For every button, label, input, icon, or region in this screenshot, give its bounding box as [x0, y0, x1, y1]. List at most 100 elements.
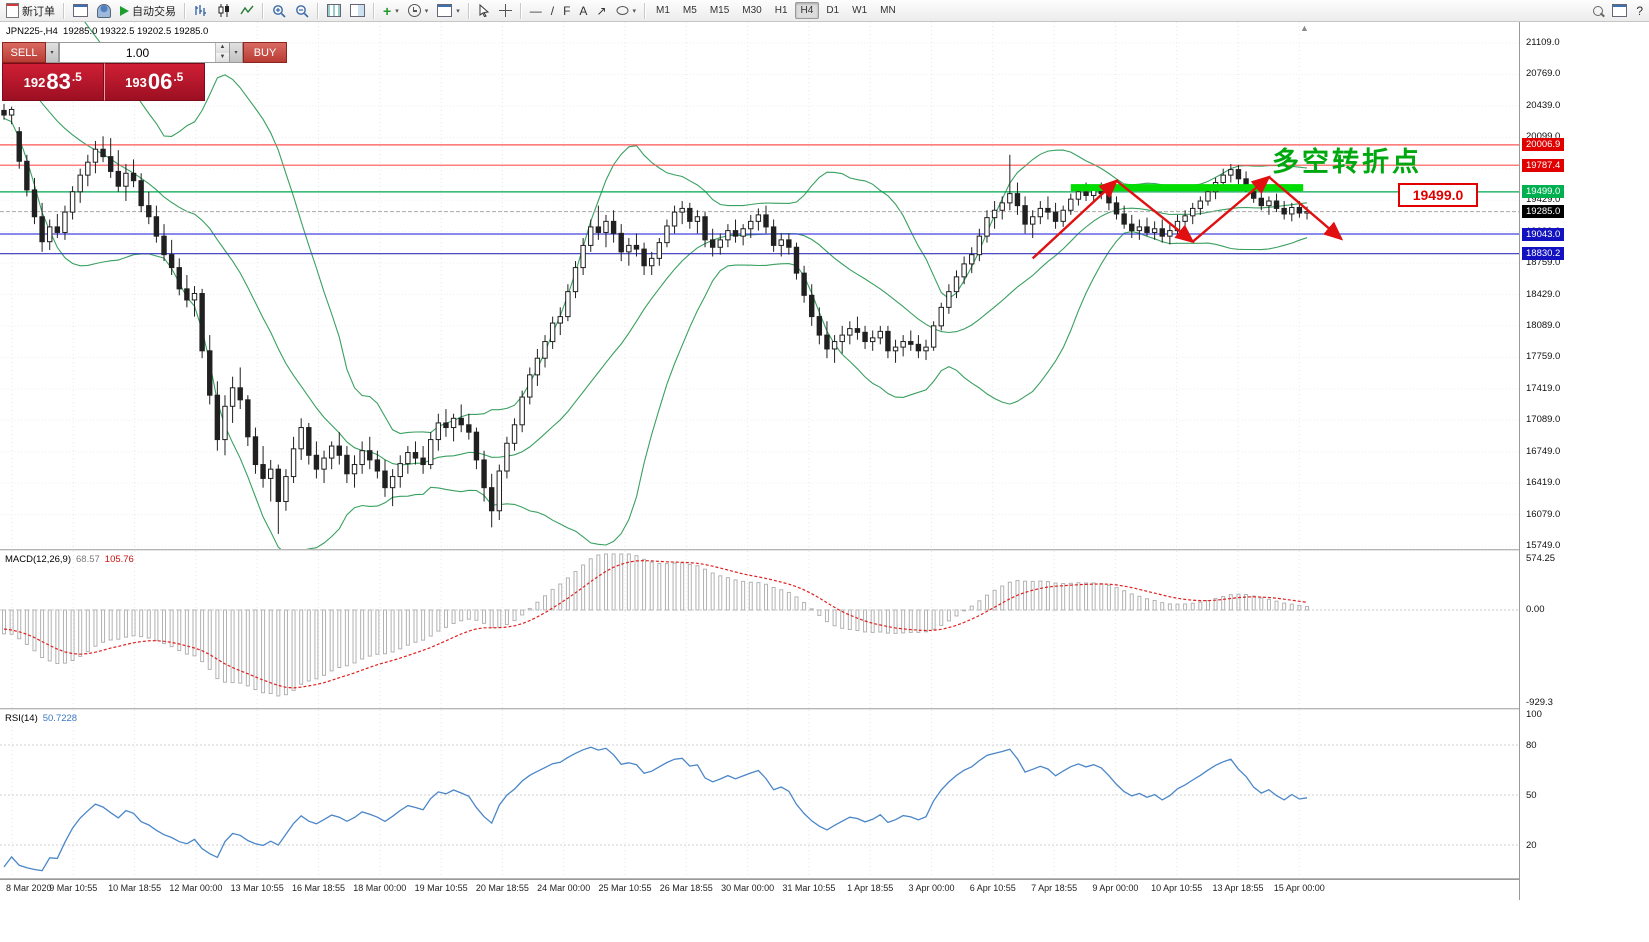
price-callout-label[interactable]: 19499.0 — [1398, 183, 1478, 207]
timeframe-D1[interactable]: D1 — [820, 2, 845, 19]
main-chart-canvas[interactable] — [0, 22, 1519, 550]
indicators-button[interactable]: + ▾ — [379, 1, 403, 20]
timeframe-H4[interactable]: H4 — [794, 2, 820, 19]
timeframe-M15[interactable]: M15 — [704, 2, 735, 19]
buy-button[interactable]: BUY — [243, 42, 287, 63]
autotrading-button[interactable]: 自动交易 — [116, 1, 180, 20]
zoom-in-button[interactable] — [268, 1, 290, 20]
rsi-value: 50.7228 — [42, 713, 78, 725]
periods-button[interactable]: ▾ — [404, 1, 433, 20]
time-axis-label: 31 Mar 10:55 — [782, 883, 836, 894]
fibonacci-tool-button[interactable]: F — [559, 1, 574, 20]
search-button[interactable] — [1589, 1, 1607, 20]
macd-canvas[interactable] — [0, 551, 1519, 709]
timeframe-MN[interactable]: MN — [874, 2, 902, 19]
time-axis-label: 18 Mar 00:00 — [353, 883, 407, 894]
chart-shift-marker[interactable]: ▲ — [1300, 23, 1309, 33]
shapes-icon — [616, 6, 628, 15]
spinner-down-icon[interactable]: ▼ — [216, 52, 229, 62]
candlestick-chart-button[interactable] — [213, 1, 235, 20]
time-axis-label: 8 Mar 2020 — [6, 883, 52, 894]
timeframe-M5[interactable]: M5 — [677, 2, 703, 19]
timeframe-M1[interactable]: M1 — [650, 2, 676, 19]
sell-button[interactable]: SELL — [2, 42, 46, 63]
bar-chart-button[interactable] — [190, 1, 212, 20]
thick-support-line[interactable] — [1070, 184, 1304, 192]
annotation-text[interactable]: 多空转折点 — [1272, 147, 1422, 177]
rsi-axis-label: 20 — [1526, 840, 1537, 851]
indicators-plus-icon: + — [383, 2, 392, 19]
chevron-down-icon: ▾ — [456, 7, 460, 15]
timeframe-W1[interactable]: W1 — [846, 2, 873, 19]
price-axis-label: 20099.0 — [1526, 131, 1561, 143]
toolbar-separator — [519, 2, 522, 19]
panel-resize-handle[interactable] — [0, 549, 1519, 552]
price-axis-label: 21109.0 — [1526, 37, 1560, 48]
macd-panel[interactable]: MACD(12,26,9) 68.57 105.76 — [0, 551, 1519, 709]
volume-input[interactable] — [60, 43, 215, 62]
shapes-button[interactable]: ▾ — [612, 1, 641, 20]
profiles-button[interactable] — [93, 1, 115, 20]
toolbar-separator — [467, 2, 470, 19]
current-price-badge: 19285.0 — [1522, 205, 1565, 219]
panel-resize-handle[interactable] — [0, 708, 1519, 711]
crosshair-icon — [498, 4, 512, 17]
auto-arrange-button[interactable] — [323, 1, 345, 20]
toolbar-separator — [262, 2, 264, 19]
time-axis-label: 16 Mar 18:55 — [291, 883, 346, 894]
spinner-up-icon[interactable]: ▲ — [216, 43, 229, 53]
sell-dropdown[interactable]: ▾ — [46, 42, 59, 63]
main-chart-panel[interactable]: JPN225-,H4 19285.0 19322.5 19202.5 19285… — [0, 22, 1519, 550]
crosshair-button[interactable] — [495, 1, 516, 20]
price-axis-label: 16079.0 — [1526, 508, 1561, 520]
price-axis-label: 17419.0 — [1526, 382, 1561, 394]
chevron-down-icon: ▾ — [50, 50, 54, 56]
toolbar-separator — [184, 2, 186, 19]
time-axis-label: 10 Mar 18:55 — [108, 883, 162, 894]
chart-frame: JPN225-,H4 19285.0 19322.5 19202.5 19285… — [0, 22, 1519, 901]
chevron-down-icon: ▾ — [424, 7, 429, 15]
help-button[interactable]: ? — [1632, 1, 1647, 20]
price-axis-label: 18429.0 — [1526, 288, 1561, 300]
rsi-canvas[interactable] — [0, 710, 1519, 879]
time-axis-label: 10 Apr 10:55 — [1151, 883, 1203, 894]
macd-label: MACD(12,26,9) 68.57 105.76 — [5, 554, 134, 565]
data-window-button[interactable] — [1608, 1, 1631, 20]
trend-arrows[interactable] — [1031, 175, 1344, 260]
rsi-panel[interactable]: RSI(14) 50.7228 — [0, 710, 1519, 879]
chart-window-button[interactable] — [69, 1, 92, 20]
fibonacci-icon: F — [563, 3, 571, 18]
cursor-icon — [479, 4, 489, 17]
help-icon: ? — [1636, 3, 1643, 18]
trendline-tool-button[interactable]: / — [547, 1, 558, 20]
new-order-button[interactable]: 新订单 — [2, 1, 59, 20]
time-axis[interactable]: 8 Mar 2020 9 Mar 10:55 10 Mar 18:55 12 Mar … — [0, 879, 1519, 901]
price-axis[interactable]: 21109.020769.020439.020099.019759.019429… — [1519, 22, 1649, 900]
toolbar-separator — [317, 2, 319, 19]
arrow-tool-button[interactable]: ↗ — [592, 1, 610, 20]
tile-windows-button[interactable] — [346, 1, 369, 20]
buy-dropdown[interactable]: ▾ — [230, 42, 243, 63]
timeframe-H1[interactable]: H1 — [769, 2, 794, 19]
rsi-line — [3, 746, 1308, 872]
panel-resize-handle[interactable] — [0, 878, 1519, 880]
cursor-button[interactable] — [474, 1, 494, 20]
arrow-tool-icon: ↗ — [596, 3, 607, 18]
text-tool-button[interactable]: A — [575, 1, 591, 20]
price-axis-label: 15749.0 — [1526, 540, 1561, 551]
price-axis-label: 20439.0 — [1526, 99, 1561, 111]
buy-price-box[interactable]: 193 06.5 — [103, 63, 205, 101]
templates-icon — [437, 4, 453, 17]
time-axis-label: 9 Mar 10:55 — [49, 883, 98, 894]
line-chart-button[interactable] — [236, 1, 258, 20]
volume-field: ▲ ▼ — [59, 42, 230, 63]
line-chart-icon — [240, 5, 254, 15]
toolbar: 新订单 自动交易 + ▾ — [0, 0, 1649, 22]
templates-button[interactable]: ▾ — [433, 1, 464, 20]
hline-tool-button[interactable]: — — [526, 1, 546, 20]
zoom-out-button[interactable] — [291, 1, 313, 20]
chevron-down-icon: ▾ — [632, 7, 637, 15]
sell-price-box[interactable]: 192 83.5 — [2, 63, 104, 101]
timeframe-M30[interactable]: M30 — [736, 2, 767, 19]
buy-price-pip: .5 — [173, 70, 184, 84]
